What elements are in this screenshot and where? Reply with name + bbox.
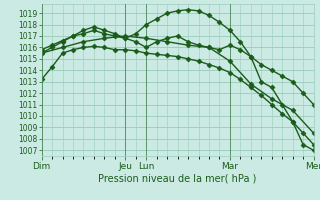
X-axis label: Pression niveau de la mer( hPa ): Pression niveau de la mer( hPa ) [99, 173, 257, 183]
